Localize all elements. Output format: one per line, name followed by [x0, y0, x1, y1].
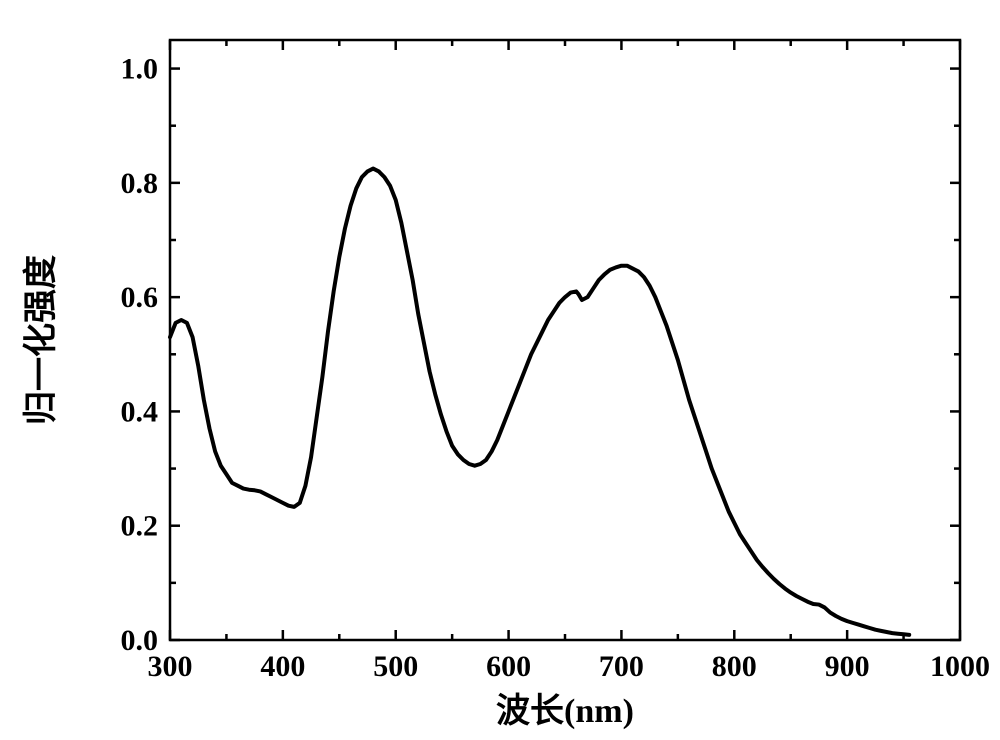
- y-tick-label: 0.2: [121, 510, 159, 543]
- x-tick-label: 400: [260, 650, 305, 683]
- x-tick-label: 800: [712, 650, 757, 683]
- x-tick-label: 700: [599, 650, 644, 683]
- chart-svg: 3004005006007008009001000 0.00.20.40.60.…: [0, 0, 1000, 740]
- y-tick-label: 0.4: [121, 395, 159, 428]
- y-axis-ticks: 0.0 0.2 0.4 0.6 0.8 1.0: [121, 53, 961, 657]
- y-tick-label: 0.6: [121, 281, 159, 314]
- x-tick-label: 600: [486, 650, 531, 683]
- plot-border: [170, 40, 960, 640]
- x-tick-label: 900: [825, 650, 870, 683]
- y-tick-label: 0.8: [121, 167, 159, 200]
- y-tick-label: 1.0: [121, 53, 159, 86]
- x-axis-label: 波长(nm): [496, 692, 634, 730]
- y-axis-label: 归一化强度: [22, 255, 60, 425]
- x-tick-label: 500: [373, 650, 418, 683]
- x-tick-label: 1000: [930, 650, 990, 683]
- spectrum-chart: 3004005006007008009001000 0.00.20.40.60.…: [0, 0, 1000, 740]
- spectrum-line: [170, 169, 909, 635]
- y-tick-label: 0.0: [121, 624, 159, 657]
- x-axis-ticks: 3004005006007008009001000: [148, 40, 991, 683]
